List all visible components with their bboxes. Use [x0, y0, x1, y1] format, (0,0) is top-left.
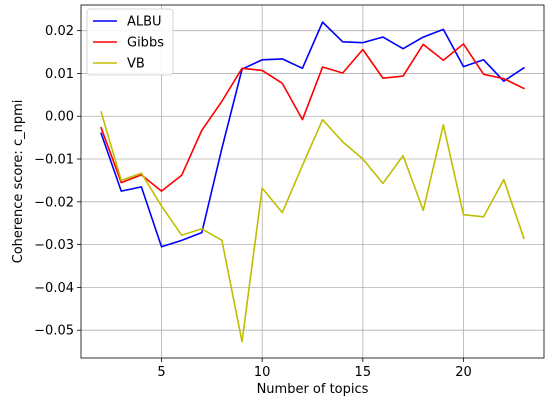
x-tick-label: 20: [455, 365, 472, 380]
y-tick-label: 0.02: [45, 24, 74, 39]
plot-area-frame: [80, 4, 545, 359]
y-tick-label: −0.01: [34, 153, 74, 168]
legend-label-albu: ALBU: [127, 15, 162, 30]
legend-label-gibbs: Gibbs: [127, 36, 164, 51]
x-tick-label: 10: [254, 365, 271, 380]
x-tick-label: 5: [157, 365, 165, 380]
legend-box: [86, 8, 174, 76]
axis-ticks: 5 10 15 20 −0.05 −0.04 −0.03 −0.02 −0.01 0.00 0.01…: [34, 24, 472, 380]
legend: ALBU Gibbs VB: [86, 8, 174, 76]
y-axis-label: Coherence score: c_npmi: [11, 100, 26, 264]
y-tick-label: −0.03: [34, 238, 74, 253]
series-line-gibbs: [100, 43, 525, 192]
y-tick-label: −0.04: [34, 281, 74, 296]
y-tick-label: −0.05: [34, 324, 74, 339]
y-tick-label: −0.02: [34, 195, 74, 210]
series-line-albu: [100, 21, 525, 248]
legend-label-vb: VB: [127, 57, 145, 72]
x-tick-label: 15: [355, 365, 372, 380]
y-tick-label: 0.00: [45, 110, 74, 125]
series-line-vb: [100, 110, 525, 343]
series-lines: [100, 21, 525, 343]
x-axis-label: Number of topics: [257, 382, 369, 397]
y-tick-label: 0.01: [45, 67, 74, 82]
